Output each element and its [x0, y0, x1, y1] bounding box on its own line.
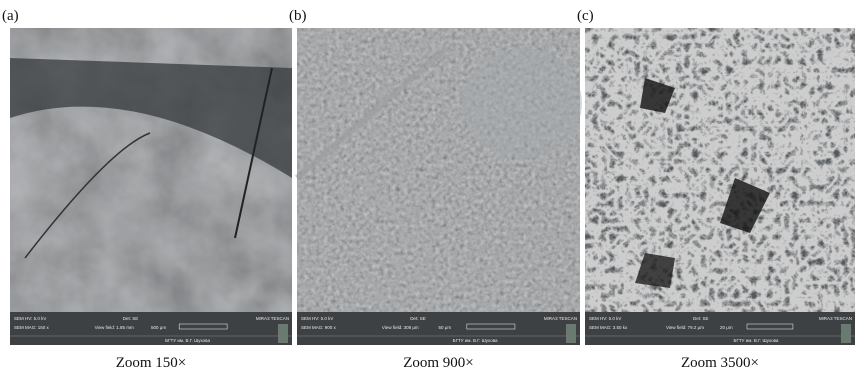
info-scale: 50 μm — [439, 325, 452, 330]
info-det: Det: SE — [693, 316, 709, 321]
info-field: View field: 308 μm — [382, 325, 419, 330]
sem-image — [297, 28, 582, 312]
sem-image — [10, 28, 292, 312]
info-lab: БГТУ им. В.Г. Шухова — [453, 338, 498, 343]
info-mag: SEM MAG: 150 x — [14, 325, 50, 330]
info-lab: БГТУ им. В.Г. Шухова — [165, 338, 210, 343]
panel: (a) SEM HV: 5.0 kV Det: SE MIRA3 TESCAN SEM … — [2, 8, 292, 371]
info-scale: 20 μm — [720, 325, 733, 330]
info-maker: MIRA3 TESCAN — [819, 316, 852, 321]
info-hv: SEM HV: 5.0 kV — [589, 316, 621, 321]
panel: (c) SEM HV: 5.0 kV Det: SE MIRA3 TESCAN SEM … — [577, 8, 855, 371]
info-scale: 500 μm — [151, 325, 166, 330]
caption: Zoom 3500× — [681, 355, 759, 371]
logo — [566, 324, 576, 343]
caption: Zoom 900× — [403, 355, 474, 371]
logo — [278, 324, 288, 343]
panel-label: (a) — [2, 8, 19, 24]
info-lab: БГТУ им. В.Г. Шухова — [734, 338, 779, 343]
info-field: View field: 79.2 μm — [666, 325, 704, 330]
panel-label: (c) — [577, 8, 594, 24]
info-field: View field: 1.85 mm — [95, 325, 134, 330]
info-mag: SEM MAG: 900 x — [301, 325, 337, 330]
particle — [462, 48, 582, 158]
caption: Zoom 150× — [116, 355, 187, 371]
info-det: Det: SE — [123, 316, 139, 321]
sem-image — [585, 28, 855, 312]
panel-label: (b) — [289, 8, 307, 24]
info-hv: SEM HV: 5.0 kV — [301, 316, 333, 321]
info-maker: MIRA3 TESCAN — [544, 316, 577, 321]
logo — [841, 324, 851, 343]
info-hv: SEM HV: 5.0 kV — [14, 316, 46, 321]
info-mag: SEM MAG: 3.50 kx — [589, 325, 628, 330]
panel: (b) SEM HV: 5.0 kV Det: SE MIRA3 TESCAN SEM … — [289, 8, 582, 371]
info-maker: MIRA3 TESCAN — [256, 316, 289, 321]
info-det: Det: SE — [410, 316, 426, 321]
figure: (a) SEM HV: 5.0 kV Det: SE MIRA3 TESCAN SEM … — [0, 0, 855, 375]
image-texture — [585, 28, 855, 312]
